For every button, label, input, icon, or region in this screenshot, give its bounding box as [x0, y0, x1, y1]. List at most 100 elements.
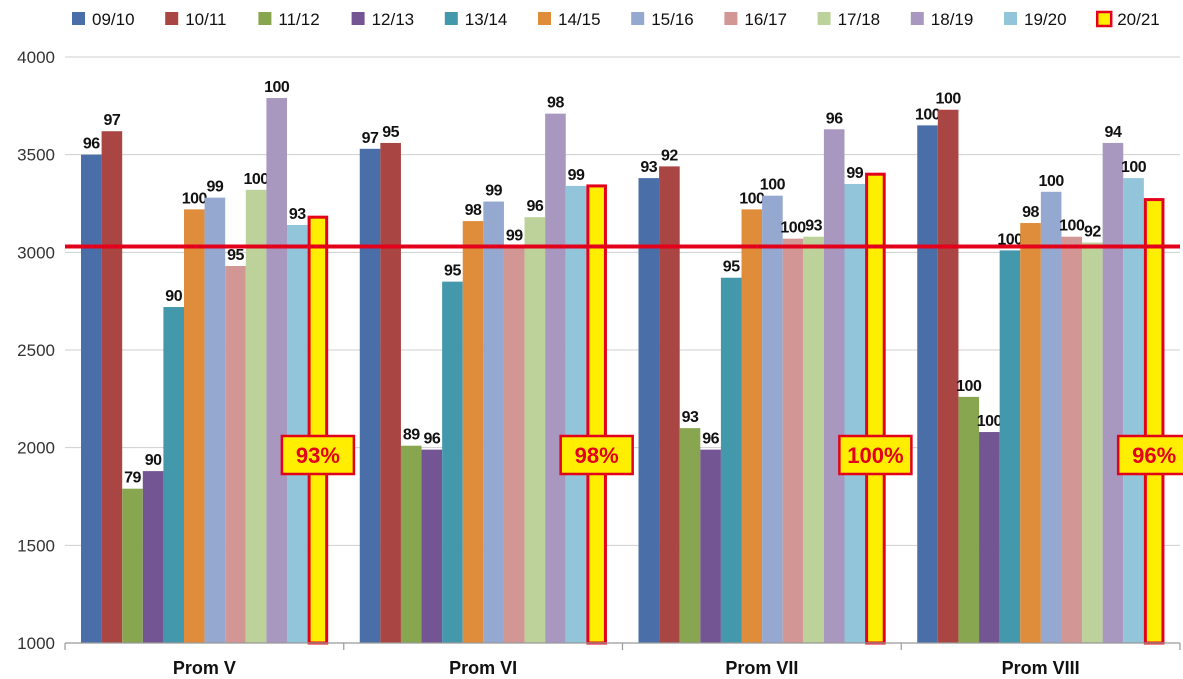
bar-17-18 — [524, 217, 546, 643]
legend-label: 12/13 — [372, 10, 415, 29]
bar-09-10 — [81, 154, 102, 643]
bar-12-13 — [421, 449, 443, 643]
legend-label: 20/21 — [1117, 10, 1160, 29]
legend-label: 13/14 — [465, 10, 508, 29]
legend-swatch — [72, 12, 85, 25]
data-label: 100 — [243, 171, 269, 188]
data-label: 99 — [506, 227, 523, 244]
percent-label: 98% — [575, 443, 619, 468]
y-tick-label: 4000 — [17, 48, 55, 67]
legend-label: 11/12 — [278, 10, 319, 29]
data-label: 92 — [1084, 224, 1101, 241]
data-label: 93 — [289, 206, 306, 223]
data-label: 100 — [760, 177, 786, 194]
data-label: 90 — [165, 288, 182, 305]
data-label: 90 — [145, 452, 162, 469]
data-label: 99 — [207, 179, 224, 196]
legend-swatch — [351, 12, 365, 25]
legend-swatch — [631, 12, 645, 25]
bar-13-14 — [720, 277, 742, 643]
data-label: 100 — [1059, 218, 1085, 235]
legend-label: 16/17 — [744, 10, 787, 29]
bar-16-17 — [782, 238, 804, 643]
y-tick-label: 3500 — [17, 146, 55, 165]
bar-19-20 — [565, 185, 587, 644]
data-label: 95 — [227, 247, 244, 264]
data-label: 95 — [444, 263, 461, 280]
data-label: 93 — [805, 218, 822, 235]
data-label: 100 — [1039, 173, 1065, 190]
legend-swatch — [1095, 10, 1113, 28]
bar-14-15 — [184, 209, 205, 644]
y-tick-label: 2000 — [17, 439, 55, 458]
y-tick-label: 1000 — [17, 634, 55, 653]
data-label: 99 — [568, 167, 585, 184]
y-tick-label: 2500 — [17, 341, 55, 360]
bar-20-21 — [586, 184, 607, 645]
x-tick-label: Prom VII — [725, 658, 798, 678]
bar-09-10 — [638, 178, 660, 643]
bar-18-19 — [1102, 142, 1124, 644]
bar-18-19 — [545, 113, 566, 643]
data-label: 93 — [682, 409, 699, 426]
bar-12-13 — [700, 449, 721, 643]
legend-label: 15/16 — [651, 10, 694, 29]
bar-13-14 — [442, 281, 463, 643]
legend-label: 19/20 — [1024, 10, 1067, 29]
bar-15-16 — [483, 201, 504, 643]
data-label: 100 — [956, 378, 982, 395]
percent-badge — [280, 434, 356, 476]
data-label: 96 — [526, 198, 543, 215]
percent-badge — [1116, 434, 1183, 476]
data-label: 97 — [104, 112, 121, 129]
data-label: 100 — [182, 190, 208, 207]
data-label: 100 — [997, 231, 1023, 248]
bar-16-17 — [225, 266, 246, 643]
bar-14-15 — [1020, 223, 1041, 644]
legend-swatch — [724, 12, 738, 25]
bar-17-18 — [1082, 242, 1103, 644]
data-label: 94 — [1105, 124, 1122, 141]
bar-17-18 — [803, 236, 824, 643]
y-tick-label: 1500 — [17, 536, 55, 555]
data-label: 96 — [826, 110, 843, 127]
data-label: 96 — [702, 431, 719, 448]
bar-10-11 — [937, 109, 959, 644]
data-label: 95 — [723, 259, 740, 276]
bar-14-15 — [741, 209, 763, 644]
data-label: 96 — [423, 431, 440, 448]
bar-18-19 — [823, 129, 845, 644]
data-label: 89 — [403, 427, 420, 444]
percent-badge — [559, 434, 634, 476]
bar-15-16 — [1040, 191, 1062, 643]
legend-swatch — [538, 12, 551, 25]
bar-10-11 — [380, 142, 401, 644]
bar-12-13 — [142, 471, 164, 643]
bar-11-12 — [958, 396, 980, 643]
bar-20-21 — [1143, 198, 1165, 645]
data-label: 97 — [362, 130, 379, 147]
data-label: 96 — [83, 136, 100, 153]
bar-11-12 — [679, 428, 701, 643]
x-tick-label: Prom VI — [449, 658, 517, 678]
legend-swatch — [444, 12, 458, 25]
data-label: 95 — [382, 124, 399, 141]
y-tick-label: 3000 — [17, 243, 55, 262]
bar-11-12 — [400, 445, 422, 643]
legend-label: 10/11 — [185, 10, 226, 29]
data-label: 99 — [846, 165, 863, 182]
data-label: 100 — [739, 190, 765, 207]
bar-12-13 — [979, 432, 1000, 643]
bar-19-20 — [287, 224, 308, 643]
bar-11-12 — [122, 488, 143, 643]
legend-label: 18/19 — [931, 10, 974, 29]
x-tick-label: Prom V — [173, 658, 236, 678]
legend-swatch — [258, 12, 272, 25]
bar-18-19 — [266, 98, 287, 643]
bar-16-17 — [503, 246, 525, 643]
bar-13-14 — [999, 250, 1021, 643]
legend-label: 17/18 — [838, 10, 881, 29]
percent-badge — [838, 434, 913, 476]
